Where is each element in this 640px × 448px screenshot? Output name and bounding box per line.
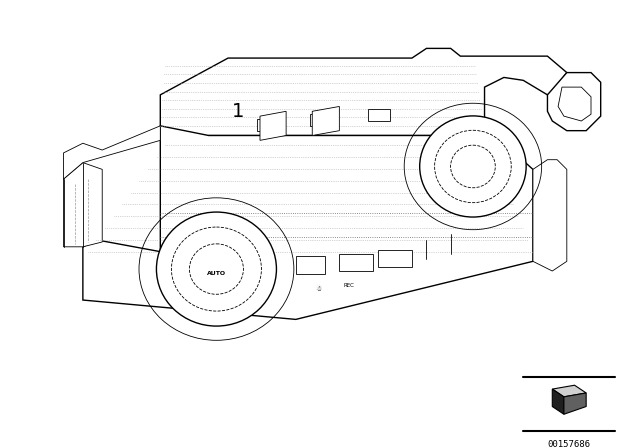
Polygon shape (310, 114, 332, 126)
Polygon shape (378, 250, 412, 267)
Polygon shape (312, 107, 339, 135)
Ellipse shape (435, 130, 511, 202)
Polygon shape (552, 389, 564, 414)
Polygon shape (552, 385, 586, 397)
Polygon shape (564, 393, 586, 414)
Ellipse shape (189, 244, 243, 294)
Text: ☃: ☃ (315, 285, 321, 292)
Polygon shape (257, 119, 278, 131)
Polygon shape (296, 257, 325, 274)
Text: REC: REC (344, 283, 355, 288)
Text: 00157686: 00157686 (547, 440, 590, 448)
Polygon shape (369, 109, 390, 121)
Polygon shape (533, 159, 567, 271)
Ellipse shape (420, 116, 526, 217)
Polygon shape (558, 87, 591, 121)
Ellipse shape (172, 227, 262, 311)
Text: 1: 1 (232, 102, 244, 121)
Polygon shape (547, 73, 601, 131)
Ellipse shape (156, 212, 276, 326)
Polygon shape (160, 48, 567, 143)
Polygon shape (339, 254, 373, 271)
Ellipse shape (451, 145, 495, 188)
Polygon shape (63, 163, 102, 247)
Polygon shape (260, 111, 286, 140)
Polygon shape (83, 126, 533, 319)
Text: AUTO: AUTO (207, 271, 226, 276)
Polygon shape (63, 126, 160, 179)
